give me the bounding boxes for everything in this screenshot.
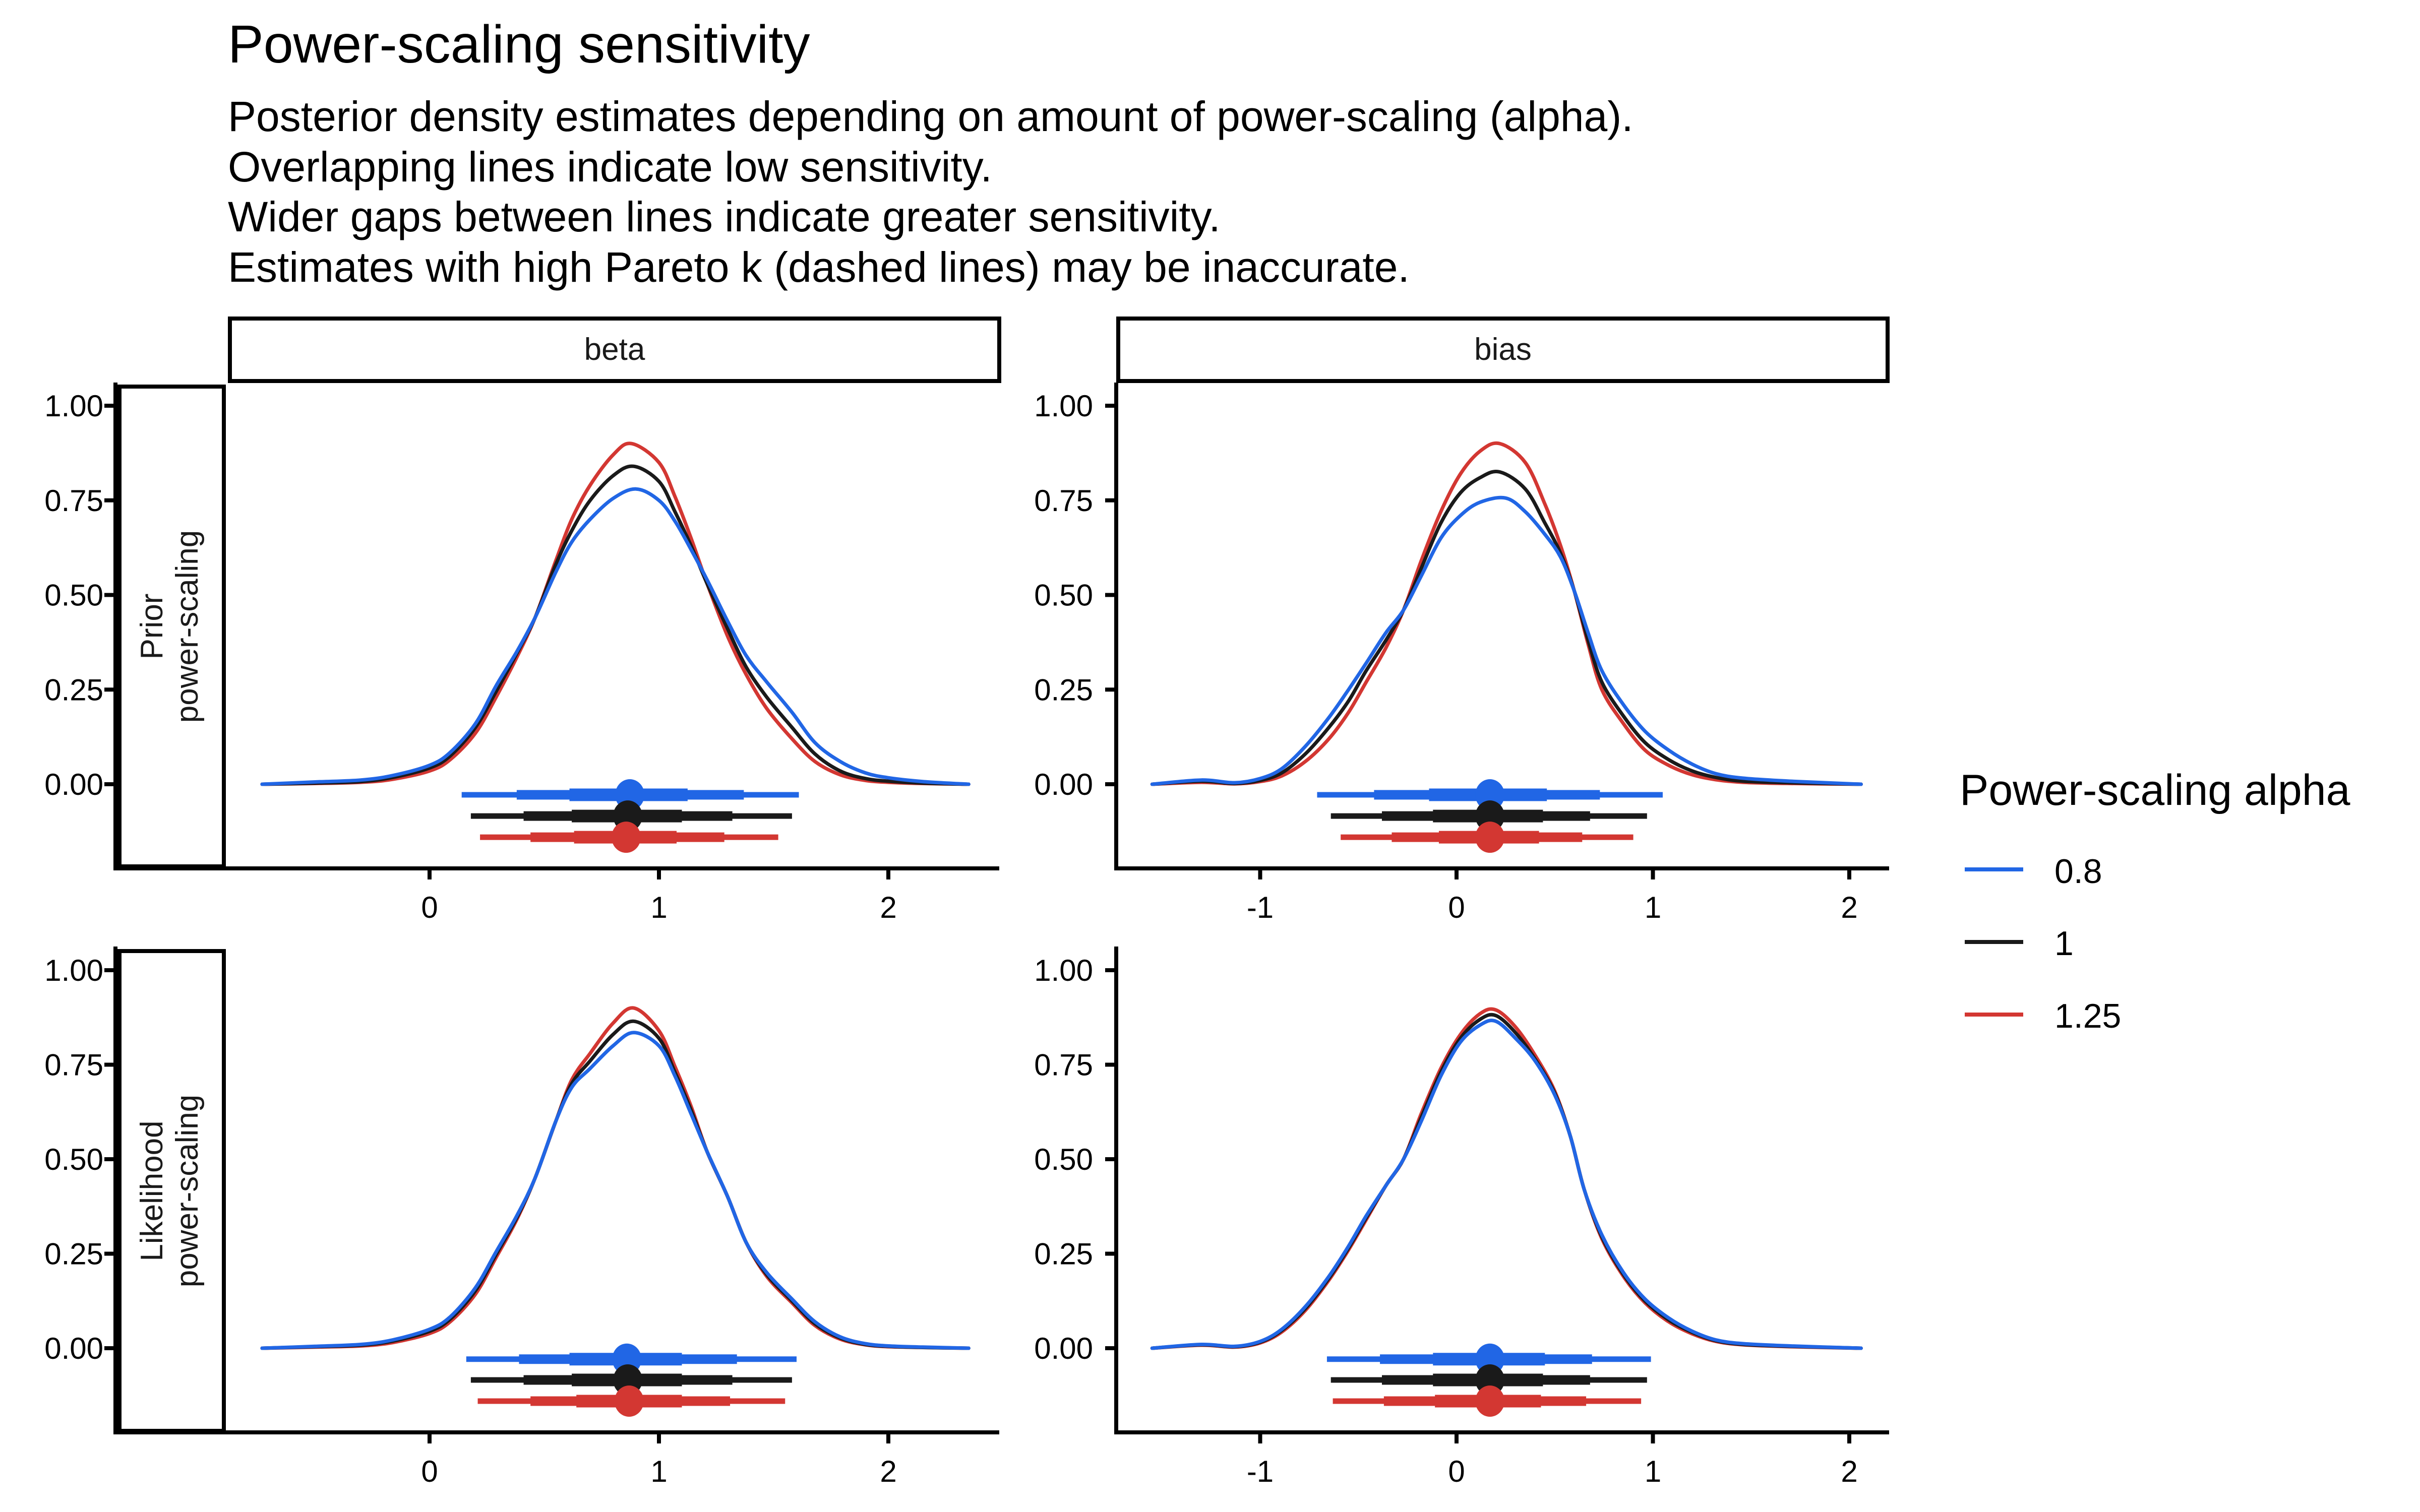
legend-title: Power-scaling alpha: [1960, 766, 2350, 814]
panel-bias-prior: 0.00 0.25 0.50 0.75 1.00 -1 0 1 2: [1034, 383, 1889, 924]
strip-label-prior-line-2: power-scaling: [170, 530, 205, 723]
strip-label-prior-line-1: Prior: [135, 594, 169, 660]
interval-alpha-1.25: [477, 1385, 785, 1417]
y-tick-label: 0.75: [44, 484, 103, 518]
density-line-alpha-1.25: [1150, 441, 1863, 786]
x-tick-label: 1: [650, 891, 667, 924]
interval-alpha-1.25: [1333, 1385, 1642, 1417]
y-tick-label: 0.25: [44, 673, 103, 707]
interval-point: [1475, 1385, 1505, 1417]
y-tick-label: 1.00: [44, 954, 103, 987]
x-tick-label: 0: [421, 891, 438, 924]
legend-item-1: 1: [1965, 924, 2074, 963]
interval-alpha-1.25: [480, 822, 778, 853]
density-line-alpha-0.8: [1150, 495, 1863, 786]
y-tick-label: 0.75: [1034, 1048, 1093, 1082]
panel-bias-likelihood: 0.00 0.25 0.50 0.75 1.00 -1 0 1 2: [1034, 947, 1889, 1488]
density-line-alpha-1.25: [260, 442, 971, 786]
x-tick-label: 1: [1645, 1455, 1661, 1488]
strip-label-likelihood-line-2: power-scaling: [170, 1095, 205, 1288]
legend-item-0.8: 0.8: [1965, 852, 2102, 891]
y-tick-label: 1.00: [1034, 389, 1093, 423]
chart-subtitle-line-4: Estimates with high Pareto k (dashed lin…: [228, 243, 1410, 291]
chart-subtitle-line-2: Overlapping lines indicate low sensitivi…: [228, 143, 992, 191]
strip-label-beta: beta: [584, 332, 645, 367]
facet-panels: 0.00 0.25 0.50 0.75 1.00 0 1 2 0.00 0.25 0.50 0.75 1…: [44, 383, 1889, 1488]
density-line-alpha-1: [260, 464, 971, 786]
strip-label-bias: bias: [1474, 332, 1532, 367]
chart-subtitle-line-1: Posterior density estimates depending on…: [228, 93, 1634, 140]
y-tick-label: 0.50: [1034, 579, 1093, 612]
row-strip-prior: Prior power-scaling: [117, 385, 226, 868]
y-tick-label: 1.00: [1034, 954, 1093, 987]
x-tick-label: 2: [880, 1455, 896, 1488]
density-line-alpha-0.8: [260, 487, 971, 786]
legend-label: 1: [2054, 924, 2074, 963]
strip-label-likelihood-line-1: Likelihood: [135, 1120, 169, 1261]
y-tick-label: 0.00: [44, 1332, 103, 1365]
panel-beta-prior: 0.00 0.25 0.50 0.75 1.00 0 1 2: [44, 383, 999, 924]
chart-subtitle-line-3: Wider gaps between lines indicate greate…: [228, 193, 1221, 240]
x-tick-label: 2: [880, 891, 896, 924]
x-tick-label: 1: [650, 1455, 667, 1488]
row-strip-likelihood: Likelihood power-scaling: [117, 949, 226, 1433]
x-tick-label: 0: [1448, 1455, 1465, 1488]
interval-point: [1475, 822, 1505, 853]
density-line-alpha-1: [260, 1019, 971, 1350]
y-tick-label: 0.00: [44, 768, 103, 801]
panel-beta-likelihood: 0.00 0.25 0.50 0.75 1.00 0 1 2: [44, 947, 999, 1488]
chart-title: Power-scaling sensitivity: [228, 15, 810, 74]
x-tick-label: 0: [1448, 891, 1465, 924]
legend-label: 0.8: [2054, 852, 2102, 891]
density-line-alpha-1: [1150, 1013, 1863, 1350]
interval-alpha-1: [1330, 800, 1647, 832]
y-tick-label: 0.00: [1034, 768, 1093, 801]
y-tick-label: 0.25: [1034, 1237, 1093, 1271]
strip-box: [1116, 317, 1890, 383]
density-line-alpha-1.25: [1150, 1007, 1863, 1350]
y-tick-label: 0.75: [1034, 484, 1093, 518]
density-line-alpha-1: [1150, 470, 1863, 786]
y-tick-label: 0.50: [1034, 1143, 1093, 1176]
density-line-alpha-1.25: [260, 1006, 971, 1350]
y-tick-label: 0.50: [44, 1143, 103, 1176]
y-tick-label: 0.25: [44, 1237, 103, 1271]
y-tick-label: 1.00: [44, 389, 103, 423]
interval-alpha-1.25: [1341, 822, 1634, 853]
y-tick-label: 0.50: [44, 579, 103, 612]
column-strip-beta: beta: [228, 317, 1001, 383]
x-tick-label: 0: [421, 1455, 438, 1488]
column-strip-bias: bias: [1116, 317, 1890, 383]
x-tick-label: -1: [1247, 891, 1274, 924]
interval-point: [611, 822, 641, 853]
interval-alpha-1: [470, 1364, 792, 1396]
strip-box: [228, 317, 1001, 383]
y-tick-label: 0.00: [1034, 1332, 1093, 1365]
x-tick-label: 2: [1841, 1455, 1857, 1488]
x-tick-label: 1: [1645, 891, 1661, 924]
density-line-alpha-0.8: [1150, 1019, 1863, 1350]
x-tick-label: -1: [1247, 1455, 1274, 1488]
x-tick-label: 2: [1841, 891, 1857, 924]
y-tick-label: 0.25: [1034, 673, 1093, 707]
legend-label: 1.25: [2054, 997, 2121, 1035]
y-tick-label: 0.75: [44, 1048, 103, 1082]
legend: Power-scaling alpha 0.8 1 1.25: [1960, 766, 2350, 1035]
interval-alpha-0.8: [1317, 779, 1663, 811]
interval-point: [614, 1385, 644, 1417]
legend-item-1.25: 1.25: [1965, 997, 2121, 1035]
strip-box: [117, 949, 226, 1433]
interval-alpha-0.8: [466, 1343, 797, 1375]
density-line-alpha-0.8: [260, 1031, 971, 1350]
